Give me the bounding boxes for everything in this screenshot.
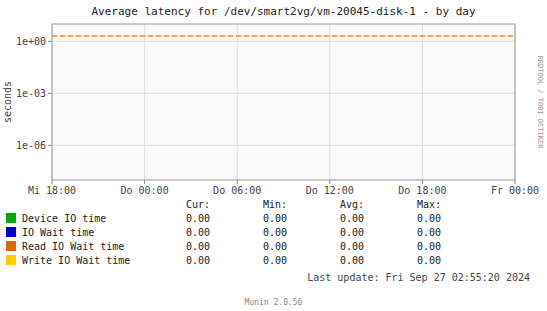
- grid-line: [52, 93, 515, 94]
- table-value: 0.00: [186, 213, 210, 224]
- table-value: 0.00: [340, 213, 364, 224]
- legend-swatch: [6, 227, 16, 237]
- table-value: 0.00: [417, 241, 441, 252]
- tick-label: 1e+00: [16, 36, 46, 47]
- table-header: Min:: [263, 199, 287, 210]
- tick-mark: [52, 180, 53, 184]
- table-value: 0.00: [340, 255, 364, 266]
- tick-mark: [422, 180, 423, 184]
- side-label: RRDTOOL / TOBI OETIKER: [536, 56, 544, 150]
- tick-mark: [48, 41, 52, 42]
- legend-swatch: [6, 241, 16, 251]
- table-value: 0.00: [417, 227, 441, 238]
- table-value: 0.00: [340, 241, 364, 252]
- grid-line: [422, 24, 423, 180]
- grid-line: [144, 24, 145, 180]
- table-header: Max:: [417, 199, 441, 210]
- tick-label: Fr 00:00: [491, 185, 539, 196]
- title: Average latency for /dev/smart2vg/vm-200…: [91, 5, 475, 18]
- tick-mark: [48, 145, 52, 146]
- tick-label: Do 06:00: [213, 185, 261, 196]
- table-value: 0.00: [263, 227, 287, 238]
- tick-mark: [48, 93, 52, 94]
- table-value: 0.00: [186, 227, 210, 238]
- tick-label: Do 12:00: [306, 185, 354, 196]
- table-header: Avg:: [340, 199, 364, 210]
- tick-mark: [144, 180, 145, 184]
- grid-line: [52, 41, 515, 42]
- legend-label: Write IO Wait time: [22, 255, 130, 266]
- watermark: Munin 2.0.56: [245, 298, 303, 307]
- table-value: 0.00: [263, 213, 287, 224]
- plot-area: [52, 24, 515, 180]
- tick-mark: [515, 180, 516, 184]
- legend-swatch: [6, 213, 16, 223]
- tick-label: Do 00:00: [121, 185, 169, 196]
- table-value: 0.00: [186, 241, 210, 252]
- axis-label: seconds: [2, 81, 13, 123]
- grid-line: [237, 24, 238, 180]
- legend-label: Device IO time: [22, 213, 106, 224]
- table-value: 0.00: [417, 255, 441, 266]
- reference-line: [52, 35, 515, 37]
- tick-label: 1e-06: [16, 140, 46, 151]
- table-value: 0.00: [263, 255, 287, 266]
- tick-mark: [237, 180, 238, 184]
- table-value: 0.00: [186, 255, 210, 266]
- tick-label: 1e-03: [16, 88, 46, 99]
- table-value: 0.00: [340, 227, 364, 238]
- grid: [52, 24, 515, 180]
- chart: Average latency for /dev/smart2vg/vm-200…: [0, 0, 547, 311]
- data-layer: [52, 36, 515, 37]
- legend-swatch: [6, 255, 16, 265]
- tick-mark: [329, 180, 330, 184]
- tick-label: Mi 18:00: [28, 185, 76, 196]
- legend-label: IO Wait time: [22, 227, 94, 238]
- table-value: 0.00: [263, 241, 287, 252]
- grid-line: [52, 145, 515, 146]
- tick-label: Do 18:00: [398, 185, 446, 196]
- plot-frame: [52, 24, 515, 180]
- footer: Last update: Fri Sep 27 02:55:20 2024: [307, 272, 530, 283]
- table-value: 0.00: [417, 213, 441, 224]
- grid-line: [329, 24, 330, 180]
- legend-label: Read IO Wait time: [22, 241, 124, 252]
- table-header: Cur:: [186, 199, 210, 210]
